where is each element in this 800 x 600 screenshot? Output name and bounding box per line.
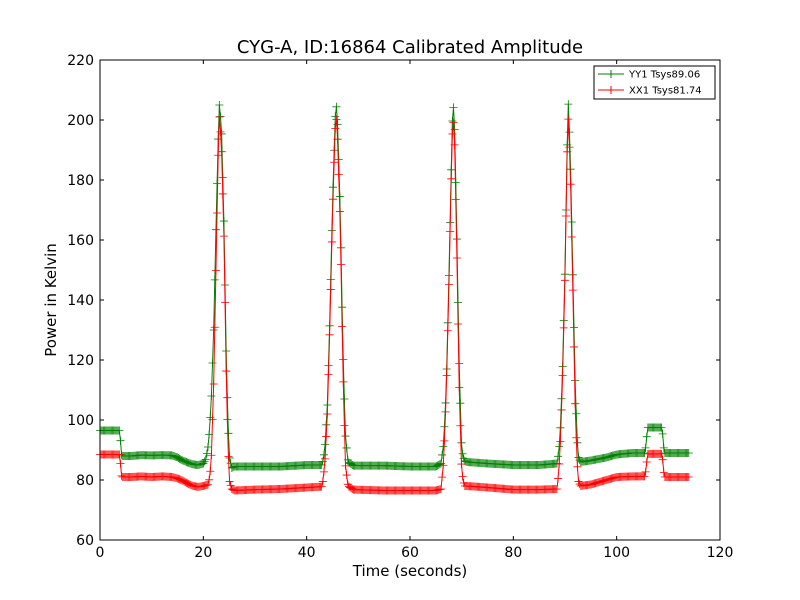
x-tick-label: 60 [401,545,419,561]
y-tick-label: 200 [67,113,94,129]
legend: YY1 Tsys89.06 XX1 Tsys81.74 [593,65,716,100]
series-layer [96,100,693,495]
y-tick-label: 160 [67,233,94,249]
series-xx1 [96,113,693,495]
y-tick-label: 80 [76,473,94,489]
y-tick-label: 140 [67,293,94,309]
y-tick-label: 120 [67,353,94,369]
y-tick-label: 100 [67,413,94,429]
x-tick-label: 100 [603,545,630,561]
legend-marker-xx1 [607,86,615,94]
legend-label-yy1: YY1 Tsys89.06 [628,70,700,81]
x-axis-label: Time (seconds) [352,562,468,580]
x-tick-label: 120 [707,545,734,561]
x-tick-label: 40 [298,545,316,561]
y-tick-label: 220 [67,53,94,69]
ticks-layer: 0 20 40 60 80 100 120 60 80 100 120 140 160 180 200 220 [67,53,733,561]
legend-frame [593,65,716,100]
legend-marker-yy1 [607,70,615,78]
y-tick-label: 180 [67,173,94,189]
chart-title: CYG-A, ID:16864 Calibrated Amplitude [237,37,583,58]
x-tick-label: 0 [96,545,105,561]
legend-label-xx1: XX1 Tsys81.74 [629,86,702,97]
y-axis-label: Power in Kelvin [42,243,60,357]
x-tick-label: 20 [194,545,212,561]
y-tick-label: 60 [76,533,94,549]
x-tick-label: 80 [504,545,522,561]
